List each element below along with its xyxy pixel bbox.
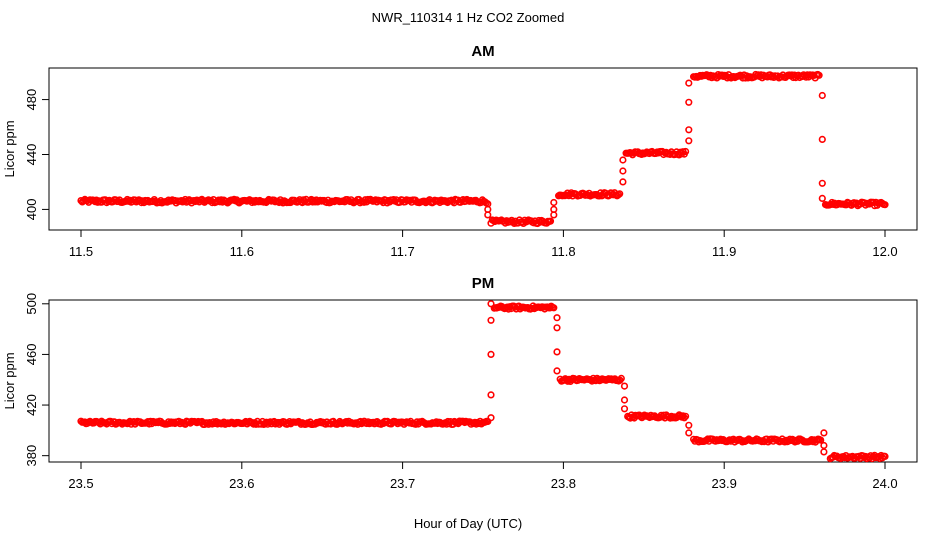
data-point (619, 178, 627, 186)
x-tick-label: 24.0 (872, 476, 897, 491)
y-axis-label: Licor ppm (2, 352, 17, 409)
shared-x-axis-label: Hour of Day (UTC) (414, 516, 522, 531)
data-point (487, 391, 495, 399)
data-point (685, 429, 693, 437)
data-point (815, 71, 823, 79)
data-point (484, 211, 492, 219)
data-point (681, 412, 690, 420)
plot-frame (48, 67, 918, 231)
data-point (820, 429, 828, 437)
y-axis-label: Licor ppm (2, 120, 17, 177)
data-point (487, 316, 495, 324)
data-point (550, 304, 558, 312)
x-tick-label: 23.8 (551, 476, 576, 491)
data-series (77, 70, 889, 228)
data-point (818, 179, 826, 187)
data-point (487, 300, 495, 308)
figure-suptitle: NWR_110314 1 Hz CO2 Zoomed (372, 10, 565, 25)
y-tick-label: 440 (24, 144, 39, 166)
data-point (620, 396, 629, 404)
chart-panel-am: AM Licor ppm 11.5 11.6 11.7 11.8 11.9 12.0 400 44… (2, 43, 918, 259)
data-point (881, 201, 889, 209)
data-point (786, 435, 794, 443)
y-tick-label: 420 (24, 394, 39, 416)
y-tick-label: 400 (24, 199, 39, 221)
data-point (818, 91, 826, 100)
data-point (685, 126, 693, 134)
data-point (820, 441, 828, 450)
x-tick-label: 23.7 (390, 476, 415, 491)
data-point (718, 71, 726, 79)
data-point (818, 135, 826, 143)
data-point (681, 147, 690, 156)
chart-panel-pm: PM Licor ppm 23.5 23.6 23.7 23.8 23.9 24.0 380 42… (2, 275, 918, 491)
x-tick-label: 12.0 (872, 244, 897, 259)
data-point (817, 436, 825, 444)
data-point (553, 324, 561, 332)
data-point (619, 167, 627, 175)
data-point (617, 374, 625, 383)
x-tick-label: 23.6 (229, 476, 254, 491)
x-tick-label: 11.9 (712, 244, 736, 259)
data-point (620, 382, 629, 390)
data-point (619, 156, 627, 164)
data-point (553, 367, 561, 375)
data-point (487, 414, 495, 422)
x-tick-label: 11.6 (230, 244, 254, 259)
data-point (553, 348, 561, 356)
data-point (685, 137, 693, 145)
x-tick-label: 11.7 (390, 244, 414, 259)
chart-title: PM (472, 275, 495, 292)
data-point (616, 190, 624, 198)
y-tick-label: 460 (24, 344, 39, 366)
data-point (550, 205, 558, 213)
x-tick-label: 11.8 (551, 244, 575, 259)
data-series (77, 300, 889, 463)
data-point (881, 452, 889, 461)
data-point (550, 198, 558, 207)
data-point (685, 79, 693, 87)
y-tick-label: 480 (24, 89, 39, 111)
data-point (685, 421, 693, 429)
y-tick-label: 380 (24, 445, 39, 467)
x-tick-label: 23.5 (68, 476, 93, 491)
x-tick-label: 23.9 (712, 476, 737, 491)
data-point (487, 350, 495, 359)
data-point (820, 448, 828, 456)
data-point (620, 405, 629, 413)
y-tick-label: 500 (24, 293, 39, 315)
data-point (553, 314, 561, 322)
plot-frame (48, 299, 918, 463)
data-point (818, 194, 826, 202)
x-tick-label: 11.5 (69, 244, 93, 259)
data-point (685, 98, 693, 106)
chart-title: AM (471, 43, 494, 60)
data-point (546, 217, 555, 225)
